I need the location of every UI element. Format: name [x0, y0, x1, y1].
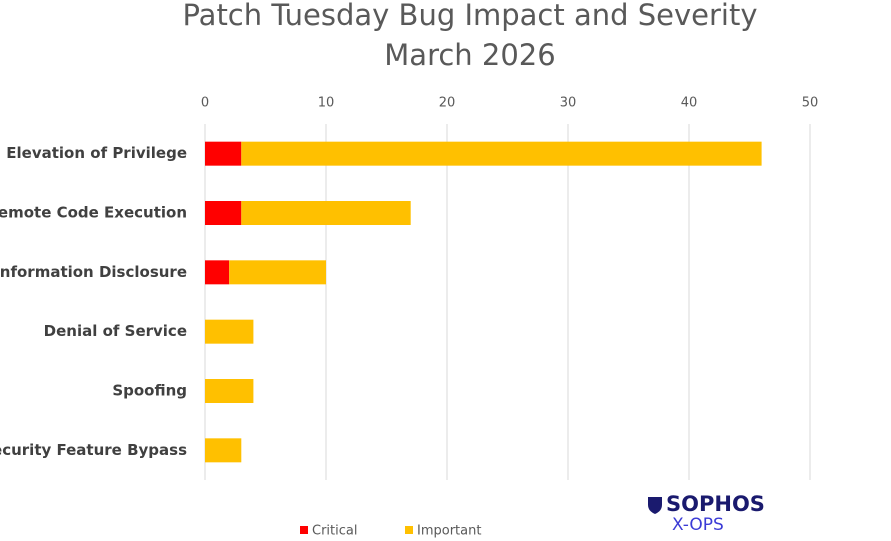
legend-label: Critical: [312, 524, 357, 539]
bar-segment: [205, 438, 242, 463]
bar-segment: [205, 141, 242, 166]
logo-name: SOPHOS: [666, 492, 765, 516]
bar-segment: [241, 141, 762, 166]
bar-segment: [229, 260, 326, 285]
bar-segment: [241, 201, 411, 225]
x-tick-label: 50: [802, 96, 819, 111]
logo: SOPHOS X-OPS: [648, 492, 765, 535]
bar-segment: [205, 319, 254, 344]
category-label: Elevation of Privilege: [6, 144, 187, 162]
category-label: Security Feature Bypass: [0, 441, 187, 459]
x-tick-label: 10: [318, 96, 335, 111]
legend-swatch: [405, 526, 413, 534]
bar-segment: [205, 379, 254, 403]
legend-label: Important: [417, 524, 481, 539]
bar-segment: [205, 260, 230, 285]
x-tick-label: 40: [681, 96, 698, 111]
category-label: Denial of Service: [44, 322, 187, 340]
x-tick-label: 0: [201, 96, 209, 111]
category-label: Remote Code Execution: [0, 204, 187, 222]
bar-segment: [205, 201, 242, 225]
x-tick-label: 20: [439, 96, 456, 111]
x-tick-label: 30: [560, 96, 577, 111]
chart-title: Patch Tuesday Bug Impact and Severity: [182, 0, 757, 32]
logo-sub: X-OPS: [672, 515, 724, 535]
chart-subtitle: March 2026: [384, 38, 555, 72]
category-label: Spoofing: [112, 382, 187, 400]
legend-swatch: [300, 526, 308, 534]
category-label: Information Disclosure: [0, 263, 187, 281]
logo-shield: [648, 497, 662, 514]
